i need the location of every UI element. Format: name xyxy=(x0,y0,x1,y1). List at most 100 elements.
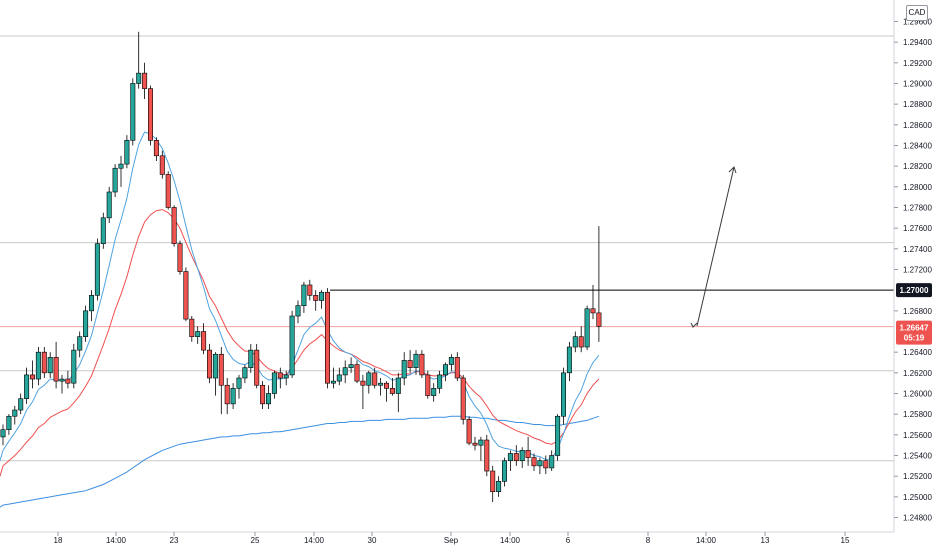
candle xyxy=(507,450,513,472)
candle xyxy=(301,281,307,313)
candle xyxy=(442,362,448,382)
candle-body xyxy=(159,155,165,175)
time-axis[interactable]: 18 14:00 23 25 14:00 30 Sep 14:00 6 8 14:00 13 15 xyxy=(54,532,850,545)
candle-body xyxy=(295,305,301,317)
candle-body xyxy=(283,374,289,379)
candle-body xyxy=(65,378,71,384)
candle-body xyxy=(29,374,35,380)
candle-body xyxy=(496,481,502,492)
candle xyxy=(59,374,65,394)
candle-body xyxy=(260,384,266,405)
candle xyxy=(230,383,236,410)
candle xyxy=(18,393,24,415)
candle-body xyxy=(83,310,89,337)
candle xyxy=(47,352,53,379)
price-axis[interactable]: 1.29600 1.29400 1.29200 1.29000 1.28800 1.286… xyxy=(894,17,932,523)
resistance-price-text: 1.27000 xyxy=(900,286,929,295)
candle xyxy=(584,305,590,351)
candle-body xyxy=(313,295,319,301)
candle xyxy=(271,370,277,399)
price-tick-label: 1.29200 xyxy=(903,59,932,68)
candles xyxy=(0,31,602,503)
candle xyxy=(596,226,602,342)
time-tick-label: 18 xyxy=(54,536,63,545)
candle xyxy=(425,370,431,399)
candle-body xyxy=(0,429,6,438)
price-tick-label: 1.25000 xyxy=(903,493,932,502)
candle-body xyxy=(378,382,384,386)
candle xyxy=(295,300,301,324)
candle-body xyxy=(254,349,260,386)
candle-body xyxy=(419,353,425,376)
candle-body xyxy=(543,460,549,469)
candle xyxy=(0,424,6,446)
candle-body xyxy=(360,380,366,386)
candle-body xyxy=(460,377,466,420)
time-tick-label: 14:00 xyxy=(106,536,127,545)
candle-body xyxy=(71,349,77,384)
current-price-text: 1.26647 xyxy=(900,324,929,333)
candle-body xyxy=(183,271,189,320)
price-tick-label: 1.26000 xyxy=(903,390,932,399)
price-tick-label: 1.28000 xyxy=(903,183,932,192)
candle xyxy=(307,279,313,301)
currency-label[interactable]: CAD xyxy=(906,5,928,21)
candle-body xyxy=(106,191,112,219)
candle-body xyxy=(501,460,507,482)
price-tick-label: 1.26200 xyxy=(903,369,932,378)
candle-body xyxy=(177,243,183,272)
projection-arrow[interactable] xyxy=(690,166,737,328)
time-tick-label: Sep xyxy=(444,536,459,545)
candle xyxy=(260,381,266,410)
candle xyxy=(484,434,490,477)
time-tick-label: 30 xyxy=(368,536,377,545)
candle-body xyxy=(6,415,12,430)
candle-body xyxy=(35,351,41,380)
candle xyxy=(389,378,395,396)
price-tick-label: 1.26800 xyxy=(903,307,932,316)
candle-body xyxy=(383,382,389,389)
candle-body xyxy=(472,442,478,446)
candle xyxy=(189,316,195,342)
candle xyxy=(265,385,271,410)
time-tick-label: 6 xyxy=(566,536,571,545)
candle-body xyxy=(236,377,242,389)
candle-body xyxy=(289,315,295,376)
price-tick-label: 1.28800 xyxy=(903,100,932,109)
candle xyxy=(148,85,154,146)
candle xyxy=(6,414,12,435)
candle-body xyxy=(513,453,519,461)
candle-body xyxy=(531,457,537,467)
candle-body xyxy=(171,207,177,244)
candle xyxy=(313,290,319,311)
candle xyxy=(431,383,437,402)
candle xyxy=(537,457,543,475)
candle xyxy=(165,171,171,210)
price-tick-label: 1.27400 xyxy=(903,245,932,254)
candle xyxy=(437,370,443,394)
candle-body xyxy=(218,353,224,386)
candle xyxy=(142,62,148,99)
candle-body xyxy=(555,415,561,456)
candle xyxy=(407,350,413,373)
candle-body xyxy=(265,393,271,405)
candle xyxy=(372,367,378,389)
candle-body xyxy=(24,374,30,399)
candle xyxy=(53,341,59,389)
time-tick-label: 14:00 xyxy=(500,536,521,545)
candle xyxy=(378,378,384,396)
candle xyxy=(83,305,89,342)
candle xyxy=(106,186,112,223)
candle-body xyxy=(519,450,525,461)
candle xyxy=(29,360,35,389)
candle xyxy=(171,205,177,247)
candle-body xyxy=(224,384,230,405)
candle xyxy=(248,343,254,373)
price-tick-label: 1.26400 xyxy=(903,348,932,357)
candle-body xyxy=(207,349,213,379)
time-tick-label: 15 xyxy=(841,536,850,545)
candle-body xyxy=(336,374,342,382)
ema-slow-line xyxy=(0,209,600,477)
